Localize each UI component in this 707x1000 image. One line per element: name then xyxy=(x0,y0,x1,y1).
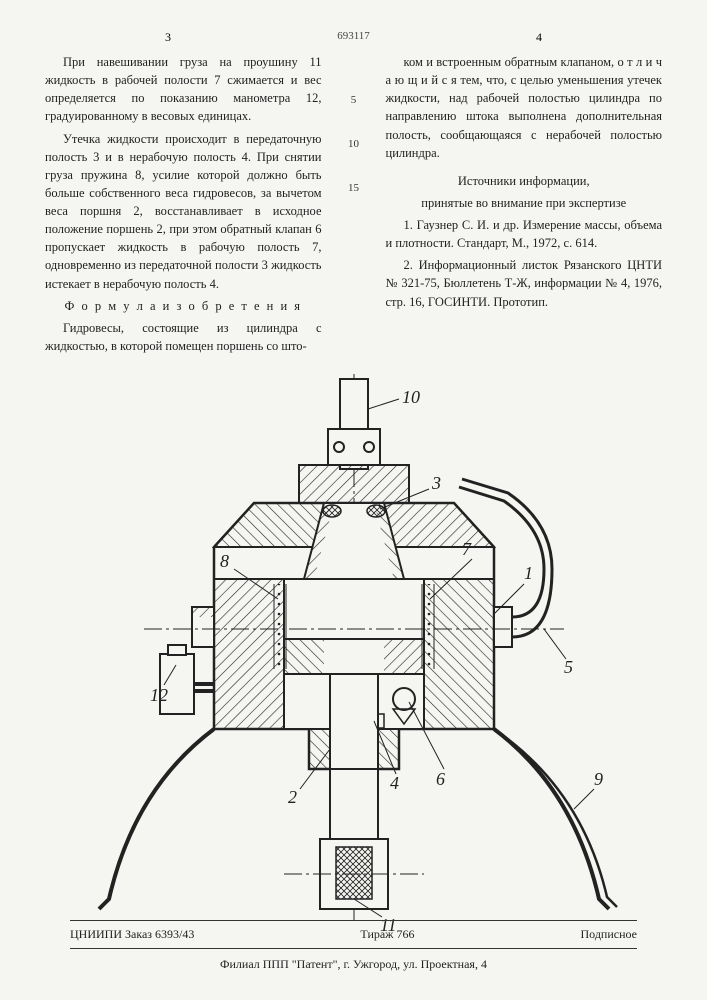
label-9: 9 xyxy=(594,769,603,789)
text-columns: При навешивании груза на проушину 11 жид… xyxy=(45,53,662,359)
patent-number: 693117 xyxy=(337,30,370,42)
left-p2: Утечка жидкости происходит в передаточну… xyxy=(45,130,322,293)
formula-title: Ф о р м у л а и з о б р е т е н и я xyxy=(45,297,322,315)
label-3: 3 xyxy=(431,473,441,493)
sources-title: Источники информации, xyxy=(386,172,663,190)
footer-tirazh: Тираж 766 xyxy=(360,927,414,942)
footer-address: Филиал ППП "Патент", г. Ужгород, ул. Про… xyxy=(0,957,707,972)
source-1: 1. Гаузнер С. И. и др. Измерение массы, … xyxy=(386,216,663,252)
left-column: При навешивании груза на проушину 11 жид… xyxy=(45,53,322,359)
footer-order: ЦНИИПИ Заказ 6393/43 xyxy=(70,927,194,942)
ln-15: 15 xyxy=(348,181,359,197)
label-2: 2 xyxy=(288,787,297,807)
ln-10: 10 xyxy=(348,137,359,153)
label-5: 5 xyxy=(564,657,573,677)
sources-sub: принятые во внимание при экспертизе xyxy=(386,194,663,212)
label-6: 6 xyxy=(436,769,445,789)
spring-left xyxy=(274,584,286,669)
right-column: ком и встроенным обратным клапаном, о т … xyxy=(386,53,663,359)
label-4: 4 xyxy=(390,773,399,793)
left-p3: Гидровесы, состоящие из цилиндра с жидко… xyxy=(45,319,322,355)
left-p1: При навешивании груза на проушину 11 жид… xyxy=(45,53,322,126)
label-12: 12 xyxy=(150,685,168,705)
page-num-right: 4 xyxy=(536,30,542,45)
source-2: 2. Информационный листок Рязанского ЦНТИ… xyxy=(386,256,663,310)
label-10: 10 xyxy=(402,387,420,407)
footer-sub: Подписное xyxy=(581,927,638,942)
label-1: 1 xyxy=(524,563,533,583)
label-8: 8 xyxy=(220,551,229,571)
page-num-left: 3 xyxy=(165,30,171,45)
technical-diagram: 10 3 7 1 5 6 4 2 9 8 xyxy=(74,369,634,959)
right-p1: ком и встроенным обратным клапаном, о т … xyxy=(386,53,663,162)
diagram-container: 10 3 7 1 5 6 4 2 9 8 xyxy=(45,369,662,959)
page-footer: ЦНИИПИ Заказ 6393/43 Тираж 766 Подписное… xyxy=(0,920,707,972)
line-numbers: 5 10 15 xyxy=(346,53,362,359)
label-7: 7 xyxy=(462,539,472,559)
ln-5: 5 xyxy=(351,93,357,109)
